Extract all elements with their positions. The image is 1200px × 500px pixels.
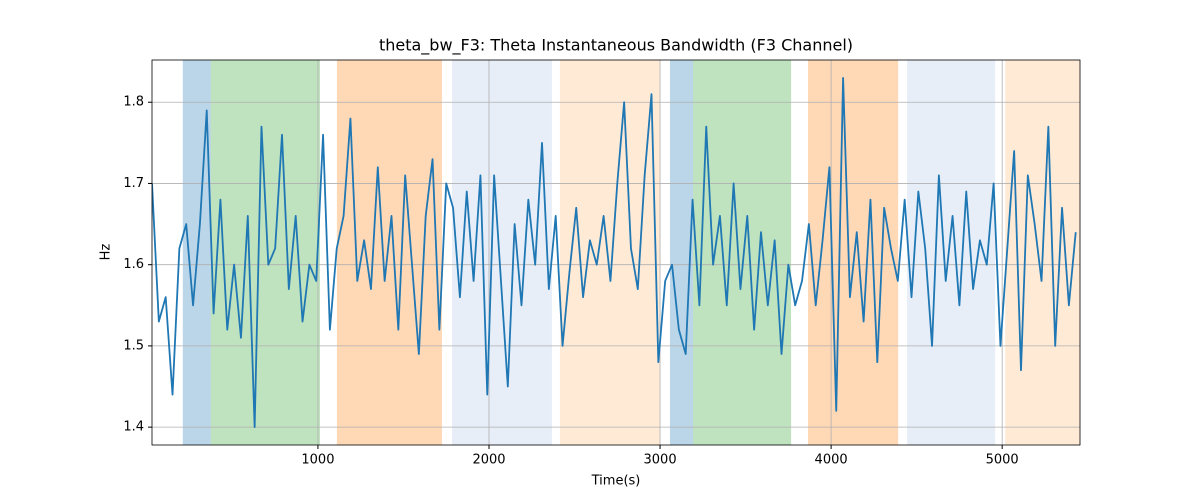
y-tick-label: 1.6: [123, 257, 144, 272]
y-tick-label: 1.7: [123, 176, 144, 191]
y-axis-label: Hz: [99, 244, 114, 261]
shaded-span: [452, 60, 552, 445]
y-tick-label: 1.8: [123, 95, 144, 110]
y-tick-label: 1.4: [123, 420, 144, 435]
data-line: [152, 76, 1077, 429]
shaded-span: [336, 60, 442, 445]
x-tick-label: 3000: [644, 453, 677, 468]
x-axis-label: Time(s): [591, 474, 641, 489]
shaded-span: [907, 60, 996, 445]
chart-title: theta_bw_F3: Theta Instantaneous Bandwid…: [379, 36, 853, 56]
shaded-span: [808, 60, 899, 445]
x-tick-label: 2000: [472, 453, 505, 468]
shaded-span: [559, 60, 661, 445]
shaded-span: [669, 60, 694, 445]
x-tick-label: 4000: [815, 453, 848, 468]
shaded-span: [693, 60, 792, 445]
x-tick-label: 1000: [301, 453, 334, 468]
x-tick-label: 5000: [986, 453, 1019, 468]
shaded-span: [210, 60, 320, 445]
plot-frame: [151, 59, 1081, 446]
y-tick-label: 1.5: [123, 338, 144, 353]
